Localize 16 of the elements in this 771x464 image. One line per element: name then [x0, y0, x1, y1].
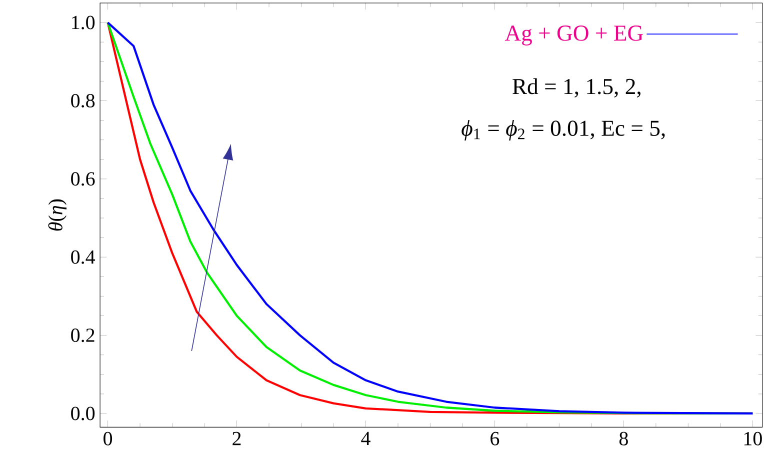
x-tick-label: 0 [104, 432, 112, 446]
y-tick-label: 1.0 [72, 16, 95, 30]
x-tick-label: 2 [232, 432, 241, 446]
y-tick-label: 0.2 [71, 328, 94, 342]
x-tick-label: 8 [619, 432, 628, 446]
y-axis-title: θ(η) [48, 199, 67, 231]
annotation: Rd = 1, 1.5, 2, [512, 78, 640, 98]
y-tick-label: 0.8 [71, 94, 95, 108]
y-tick-label: 0.6 [71, 172, 95, 186]
x-tick-label: 4 [361, 432, 370, 445]
x-tick-label: 6 [490, 432, 500, 446]
annotation: ϕ$_{1}$ = ϕ$_{2}$ = 0.01, Ec = 5, [462, 120, 665, 140]
y-tick-label: 0.0 [71, 406, 95, 420]
legend-label: Ag + GO + EG [504, 25, 643, 46]
x-tick-label: 10 [744, 432, 762, 446]
y-tick-label: 0.4 [71, 250, 96, 264]
